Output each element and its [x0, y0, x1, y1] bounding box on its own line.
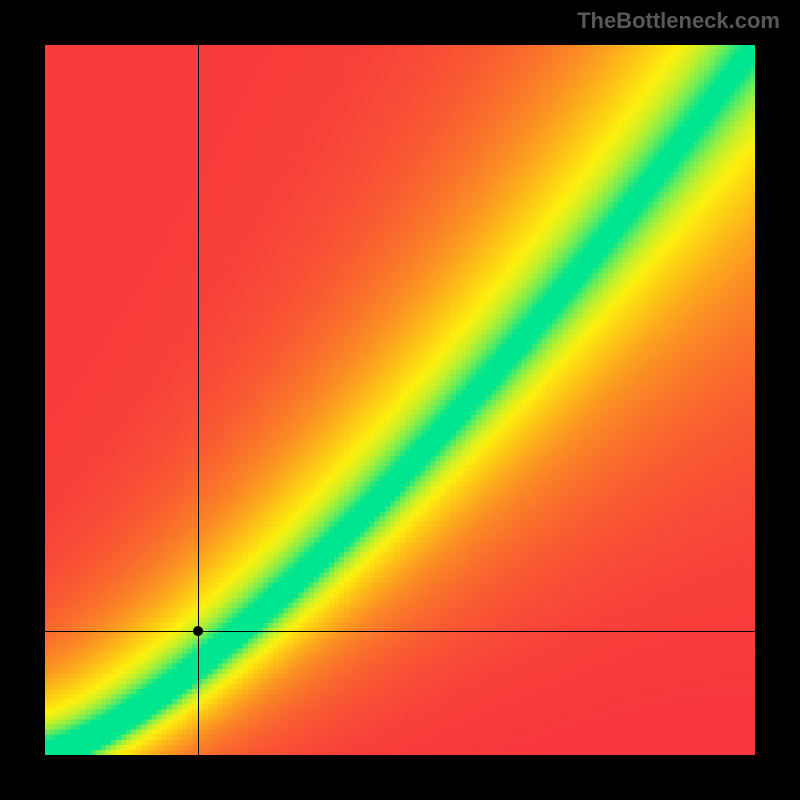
crosshair-vertical: [198, 45, 199, 755]
heatmap-canvas: [45, 45, 755, 755]
watermark-text: TheBottleneck.com: [577, 8, 780, 34]
crosshair-horizontal: [45, 631, 755, 632]
crosshair-marker: [193, 626, 203, 636]
heatmap-plot-area: [45, 45, 755, 755]
